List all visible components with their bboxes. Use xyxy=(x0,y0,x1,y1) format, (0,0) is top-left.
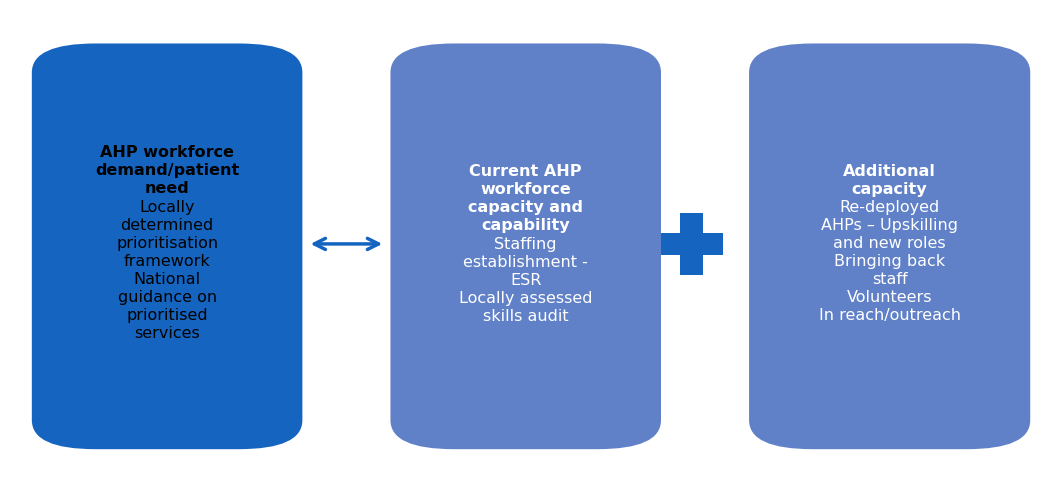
Text: Locally
determined
prioritisation
framework
National
guidance on
prioritised
ser: Locally determined prioritisation framew… xyxy=(116,200,219,341)
Text: AHP workforce
demand/patient
need: AHP workforce demand/patient need xyxy=(95,145,239,197)
Text: Current AHP
workforce
capacity and
capability: Current AHP workforce capacity and capab… xyxy=(468,164,584,233)
Text: Additional
capacity: Additional capacity xyxy=(843,164,936,197)
FancyBboxPatch shape xyxy=(32,43,302,449)
FancyBboxPatch shape xyxy=(390,43,661,449)
FancyBboxPatch shape xyxy=(749,43,1030,449)
Text: Re-deployed
AHPs – Upskilling
and new roles
Bringing back
staff
Volunteers
In re: Re-deployed AHPs – Upskilling and new ro… xyxy=(819,200,960,324)
Text: Staffing
establishment -
ESR
Locally assessed
skills audit: Staffing establishment - ESR Locally ass… xyxy=(459,237,592,324)
FancyBboxPatch shape xyxy=(661,233,723,255)
FancyBboxPatch shape xyxy=(680,213,703,275)
